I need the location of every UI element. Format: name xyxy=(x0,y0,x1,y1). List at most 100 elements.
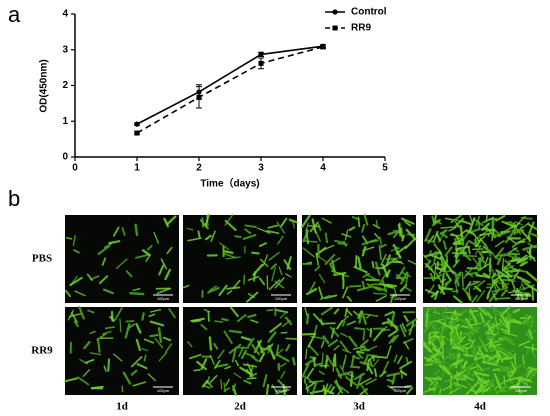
cell xyxy=(462,220,472,225)
micrograph: 100μm xyxy=(422,214,539,305)
cell xyxy=(115,258,128,269)
cell xyxy=(502,265,514,274)
column-label: 3d xyxy=(353,401,365,413)
cell xyxy=(129,292,145,296)
cell xyxy=(78,305,85,320)
cell xyxy=(271,384,279,395)
cell xyxy=(325,354,334,366)
cell xyxy=(478,367,491,372)
cell xyxy=(531,286,535,301)
cell xyxy=(366,359,370,372)
cell xyxy=(64,289,72,298)
cell xyxy=(501,315,509,328)
cell xyxy=(89,352,102,356)
cell xyxy=(110,310,114,322)
cell xyxy=(393,258,404,265)
cell xyxy=(471,294,478,304)
cell xyxy=(477,263,490,272)
cell xyxy=(256,227,271,234)
column-label: 1d xyxy=(116,401,128,413)
cell xyxy=(280,362,287,368)
cell xyxy=(158,264,165,276)
cell xyxy=(501,347,515,357)
cell xyxy=(523,319,532,323)
cell xyxy=(462,374,474,382)
cell xyxy=(466,370,470,378)
cell xyxy=(486,291,491,300)
cell xyxy=(516,257,529,264)
micrograph: 100μm xyxy=(63,305,179,395)
cell xyxy=(320,318,324,326)
cell xyxy=(240,349,247,360)
cell xyxy=(451,232,464,241)
cell xyxy=(444,377,456,383)
cell xyxy=(387,259,396,265)
cell xyxy=(134,223,139,237)
cell xyxy=(429,333,437,340)
scale-bar-label: 100μm xyxy=(275,296,288,301)
cell xyxy=(226,290,233,295)
cell xyxy=(433,369,441,376)
cell xyxy=(391,373,396,385)
marker xyxy=(258,60,264,66)
cell xyxy=(482,306,488,314)
cell xyxy=(244,224,257,228)
cell xyxy=(357,256,362,269)
cell xyxy=(439,229,448,235)
cell xyxy=(63,377,78,383)
cell xyxy=(478,250,484,259)
cell xyxy=(422,321,434,334)
cell xyxy=(68,313,82,318)
cell xyxy=(141,249,151,257)
cell xyxy=(356,351,363,359)
cell xyxy=(499,305,511,317)
cell xyxy=(488,354,497,362)
cell xyxy=(489,322,501,329)
cell xyxy=(372,223,381,229)
cell xyxy=(136,363,148,370)
marker xyxy=(258,51,264,57)
cell xyxy=(465,317,474,330)
cell xyxy=(72,235,76,246)
cell xyxy=(454,273,462,284)
cell xyxy=(135,323,142,334)
cell xyxy=(337,242,349,246)
cell xyxy=(494,316,499,330)
cell xyxy=(451,345,464,352)
cell xyxy=(112,226,120,237)
cell xyxy=(163,217,169,228)
cell xyxy=(393,354,398,363)
cell xyxy=(527,366,538,371)
cell xyxy=(213,342,219,350)
cell xyxy=(165,343,173,353)
cell xyxy=(453,326,463,331)
marker xyxy=(196,94,202,100)
micrograph: 100μm xyxy=(183,306,298,397)
cell xyxy=(451,252,467,255)
series-line xyxy=(136,45,324,125)
cell xyxy=(428,361,443,365)
cell xyxy=(149,320,165,327)
x-tick-label: 2 xyxy=(196,163,202,174)
cell xyxy=(272,348,284,359)
cell xyxy=(232,279,241,289)
cell xyxy=(361,245,367,257)
cell xyxy=(235,360,240,367)
cell xyxy=(405,272,409,285)
cell xyxy=(86,273,93,281)
legend-label: RR9 xyxy=(351,23,371,34)
cell xyxy=(329,326,340,338)
cell xyxy=(395,245,408,255)
cell xyxy=(516,275,531,284)
cell xyxy=(135,338,141,352)
cell xyxy=(362,329,366,341)
cell xyxy=(522,244,538,251)
cell xyxy=(506,319,514,326)
cell xyxy=(530,369,538,378)
cell xyxy=(246,291,259,303)
cell xyxy=(531,316,534,328)
cell xyxy=(367,356,375,361)
cell xyxy=(330,327,335,339)
cell xyxy=(362,345,369,352)
